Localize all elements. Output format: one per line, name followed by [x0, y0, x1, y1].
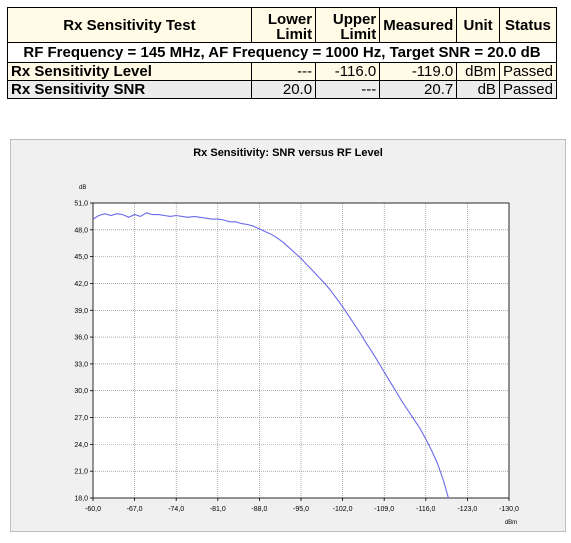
- header-test: Rx Sensitivity Test: [7, 7, 252, 43]
- row-name: Rx Sensitivity Level: [7, 62, 252, 81]
- header-status: Status: [498, 7, 558, 43]
- y-tick-label: 30,0: [74, 388, 88, 395]
- snr-series-line: [92, 212, 449, 499]
- x-tick-label: -60,0: [85, 506, 101, 513]
- row-unit: dBm: [456, 62, 500, 81]
- row-name: Rx Sensitivity SNR: [7, 80, 252, 99]
- plot-border: [92, 202, 510, 499]
- y-tick-label: 21,0: [74, 469, 88, 476]
- chart-panel: Rx Sensitivity: SNR versus RF Level -60,…: [10, 139, 566, 532]
- x-tick-label: -67,0: [127, 506, 143, 513]
- y-tick-label: 45,0: [74, 254, 88, 261]
- row-measured: -119.0: [379, 62, 458, 81]
- results-table: Rx Sensitivity Test Lower Limit Upper Li…: [7, 7, 558, 99]
- x-tick-label: -74,0: [168, 506, 184, 513]
- header-row: Rx Sensitivity Test Lower Limit Upper Li…: [7, 7, 558, 43]
- x-tick-label: -109,0: [374, 506, 394, 513]
- y-tick-label: 24,0: [74, 442, 88, 449]
- snr-chart: -60,0 -67,0 -74,0 -81,0 -88,0 -95,0 -102,0 -109…: [74, 185, 519, 526]
- x-tick-label: -123,0: [457, 506, 477, 513]
- x-tick-label: -130,0: [499, 506, 519, 513]
- x-tick-label: -102,0: [333, 506, 353, 513]
- header-unit: Unit: [456, 7, 500, 43]
- table-row: Rx Sensitivity Level --- -116.0 -119.0 d…: [7, 62, 558, 81]
- table-row: Rx Sensitivity SNR 20.0 --- 20.7 dB Pass…: [7, 80, 558, 99]
- chart-title: Rx Sensitivity: SNR versus RF Level: [193, 147, 383, 159]
- y-tick-label: 36,0: [74, 335, 88, 342]
- row-lower: ---: [250, 62, 317, 81]
- y-tick-label: 39,0: [74, 308, 88, 315]
- y-tick-label: 27,0: [74, 415, 88, 422]
- x-tick-label: -116,0: [416, 506, 435, 513]
- header-upper-limit: Upper Limit: [315, 7, 381, 43]
- row-status: Passed: [498, 80, 558, 99]
- row-upper: -116.0: [315, 62, 381, 81]
- row-upper: ---: [315, 80, 381, 99]
- y-tick-label: 33,0: [74, 361, 88, 368]
- y-tick-label: 42,0: [74, 281, 88, 288]
- x-tick-label: -88,0: [251, 506, 267, 513]
- y-tick-label: 51,0: [74, 201, 88, 208]
- row-unit: dB: [456, 80, 500, 99]
- header-measured: Measured: [379, 7, 458, 43]
- info-text: RF Frequency = 145 MHz, AF Frequency = 1…: [7, 42, 557, 63]
- y-tick-label: 48,0: [74, 227, 88, 234]
- row-status: Passed: [498, 62, 558, 81]
- header-lower-limit: Lower Limit: [250, 7, 317, 43]
- x-axis-label: dBm: [505, 520, 517, 526]
- plot-area: [93, 203, 509, 498]
- info-row: RF Frequency = 145 MHz, AF Frequency = 1…: [7, 42, 557, 63]
- row-lower: 20.0: [250, 80, 317, 99]
- x-tick-label: -81,0: [210, 506, 226, 513]
- y-axis-label: dB: [79, 185, 86, 191]
- y-tick-label: 18,0: [74, 496, 88, 503]
- row-measured: 20.7: [379, 80, 458, 99]
- x-tick-label: -95,0: [293, 506, 309, 513]
